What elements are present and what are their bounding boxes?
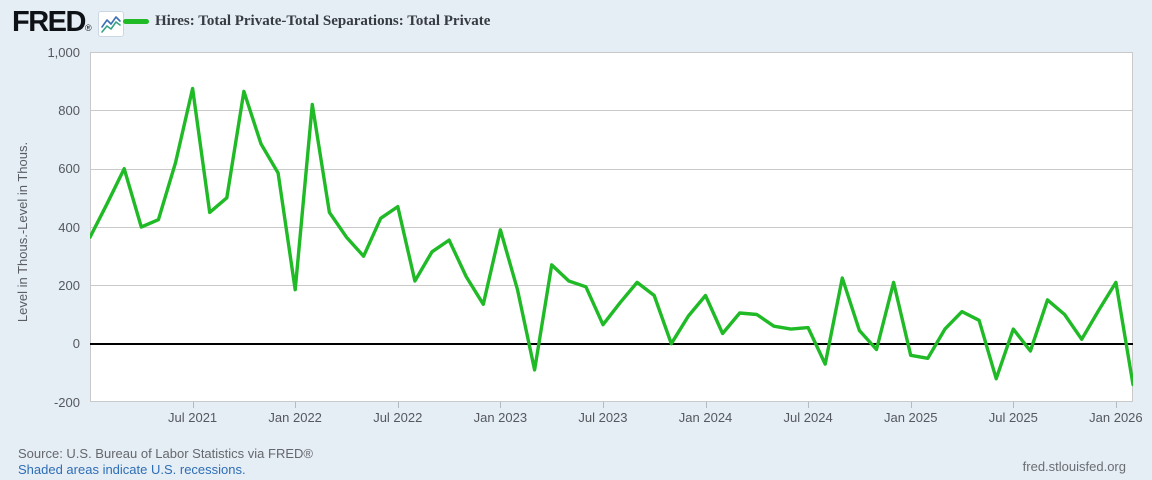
fred-logo[interactable]: FRED® bbox=[12, 6, 92, 39]
x-tick-label: Jul 2023 bbox=[578, 410, 628, 425]
x-tick-mark bbox=[706, 402, 707, 408]
legend-line-swatch bbox=[123, 19, 149, 24]
x-tick-label: Jan 2023 bbox=[473, 410, 528, 425]
chart-svg[interactable] bbox=[88, 52, 1135, 402]
x-tick-mark bbox=[295, 402, 296, 408]
y-tick-label: -200 bbox=[53, 394, 80, 410]
x-tick-label: Jul 2022 bbox=[373, 410, 423, 425]
y-tick-label: 400 bbox=[58, 219, 80, 235]
y-tick-label: 800 bbox=[58, 102, 80, 118]
x-tick-mark bbox=[398, 402, 399, 408]
source-attribution: Source: U.S. Bureau of Labor Statistics … bbox=[18, 446, 313, 461]
fred-site-link[interactable]: fred.stlouisfed.org bbox=[1022, 459, 1126, 474]
series-legend-label: Hires: Total Private-Total Separations: … bbox=[155, 13, 491, 29]
x-tick-mark bbox=[1116, 402, 1117, 408]
x-tick-label: Jan 2024 bbox=[678, 410, 733, 425]
x-tick-label: Jan 2026 bbox=[1089, 410, 1143, 425]
plot-area[interactable] bbox=[88, 52, 1135, 402]
y-tick-label: 0 bbox=[72, 336, 80, 352]
recessions-note-link[interactable]: Shaded areas indicate U.S. recessions. bbox=[18, 462, 246, 477]
x-tick-mark bbox=[1013, 402, 1014, 408]
x-tick-mark bbox=[193, 402, 194, 408]
registered-trademark: ® bbox=[84, 23, 92, 33]
x-tick-label: Jul 2021 bbox=[168, 410, 218, 425]
x-tick-label: Jul 2025 bbox=[988, 410, 1038, 425]
y-tick-label: 1,000 bbox=[47, 44, 80, 60]
x-tick-label: Jan 2025 bbox=[883, 410, 938, 425]
y-tick-label: 200 bbox=[58, 277, 80, 293]
x-tick-mark bbox=[911, 402, 912, 408]
x-tick-label: Jan 2022 bbox=[268, 410, 322, 425]
fred-logo-text: FRED bbox=[12, 6, 86, 38]
y-tick-label: 600 bbox=[58, 161, 80, 177]
x-tick-mark bbox=[808, 402, 809, 408]
fred-sparkline-icon bbox=[98, 11, 124, 37]
x-tick-mark bbox=[500, 402, 501, 408]
data-series-line bbox=[88, 86, 1135, 387]
x-tick-label: Jul 2024 bbox=[783, 410, 833, 425]
x-tick-mark bbox=[603, 402, 604, 408]
